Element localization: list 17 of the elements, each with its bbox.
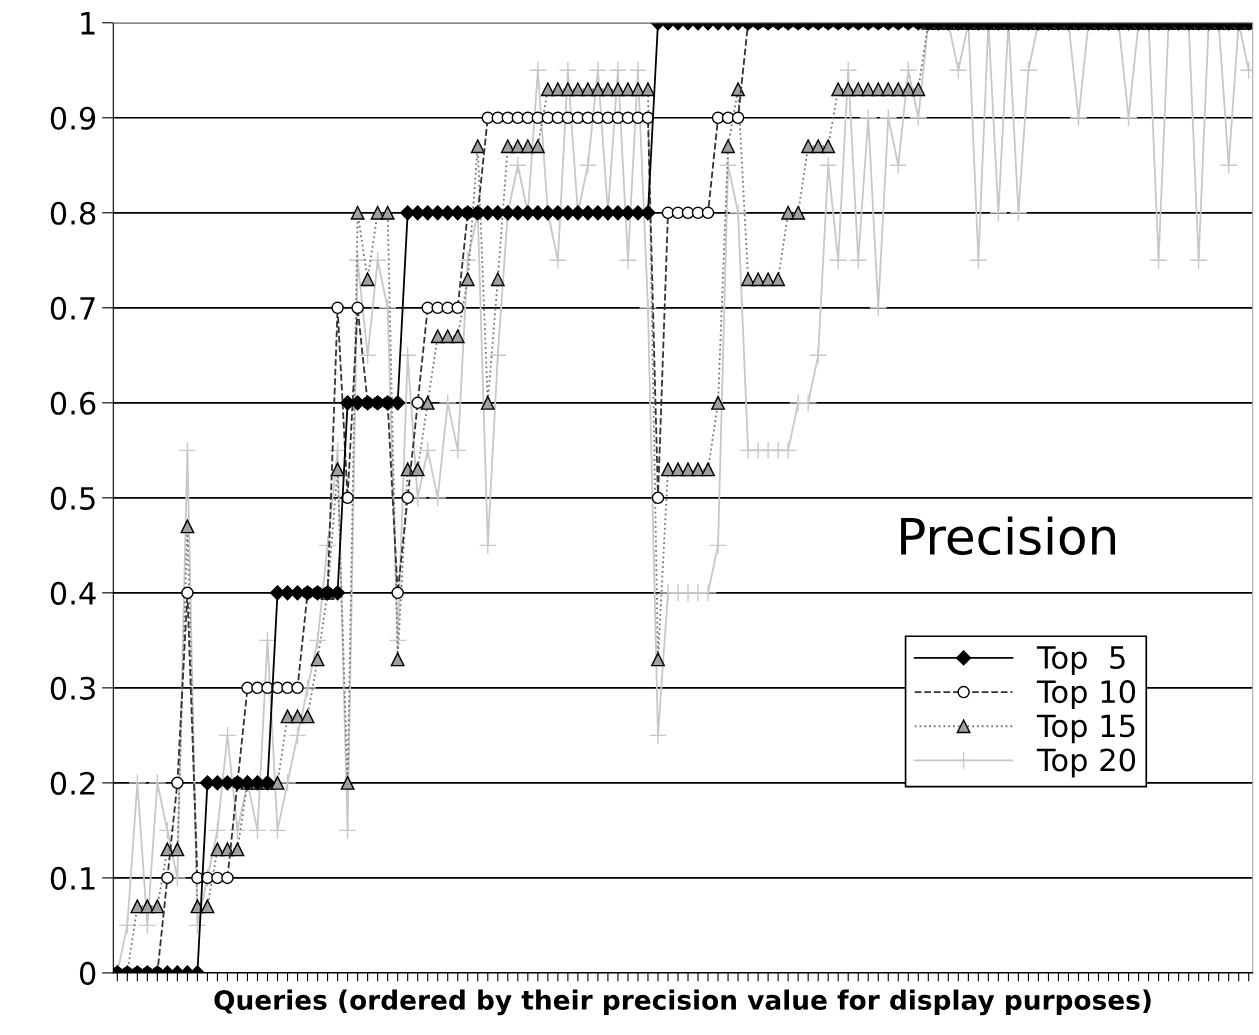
- y-tick-label: 0.4: [50, 581, 96, 605]
- y-tick-label: 0: [79, 961, 96, 985]
- legend-label: Top 20: [1036, 748, 1136, 778]
- y-tick-label: 0.6: [50, 391, 96, 415]
- y-tick-label: 1: [81, 12, 95, 35]
- y-tick-label: 0.7: [50, 296, 95, 320]
- legend-label: Top 15: [1036, 714, 1135, 744]
- y-tick-label: 0.9: [50, 106, 96, 130]
- y-tick-label: 0.2: [50, 771, 95, 795]
- y-tick-label: 0.3: [50, 676, 95, 700]
- y-tick-label: 0.1: [50, 866, 95, 890]
- y-tick-label: 0.5: [50, 486, 95, 510]
- x-axis-title: Queries (ordered by their precision value for display purposes): [214, 989, 1151, 1016]
- annotation: Precision: [901, 516, 1116, 556]
- y-tick-label: 0.8: [50, 201, 96, 225]
- legend-label: Top 5: [1036, 646, 1125, 675]
- legend-label: Top 10: [1036, 680, 1136, 710]
